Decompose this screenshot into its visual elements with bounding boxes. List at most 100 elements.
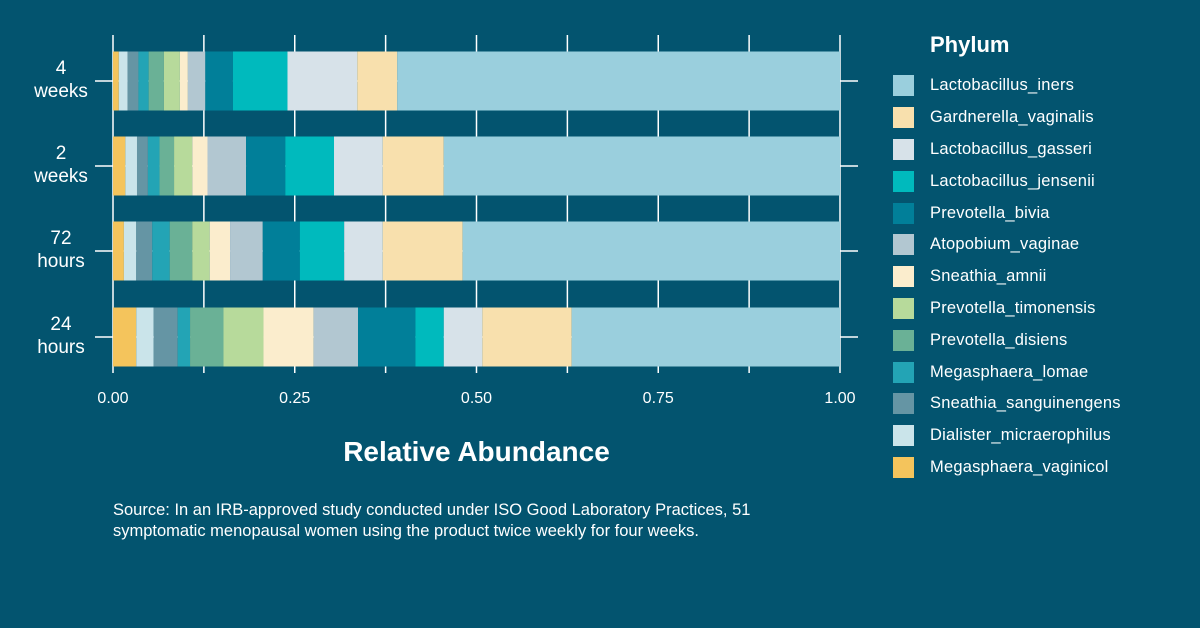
bar-segment-megasphaera-vaginicol [113,221,124,281]
y-tick-label: 72 hours [0,227,122,273]
bar-segment-megasphaera-vaginicol [113,51,119,111]
y-tick-label-line: 24 [50,314,72,335]
bar-segment-lactobacillus-jensenii [299,221,345,281]
bar-segment-atopobium-vaginae [313,307,358,367]
bar-segment-atopobium-vaginae [187,51,206,111]
bar-segment-lactobacillus-iners [443,136,840,196]
legend-item: Dialister_micraerophilus [893,420,1121,452]
bar-segment-sneathia-amnii [192,136,208,196]
bar-segment-megasphaera-lomae [138,51,149,111]
bar-segment-lactobacillus-gasseri [334,136,383,196]
y-tick-label: 4 weeks [0,57,122,103]
bar-segment-prevotella-bivia [357,307,416,367]
source-note: Source: In an IRB-approved study conduct… [113,501,751,540]
legend-item: Lactobacillus_gasseri [893,134,1121,166]
legend-title: Phylum [930,32,1010,57]
x-tick-label: 0.00 [97,390,129,407]
legend-swatch [893,266,914,288]
bar-segment-sneathia-amnii [179,51,188,111]
legend-item: Lactobacillus_jensenii [893,165,1121,197]
bar-segment-lactobacillus-jensenii [232,51,288,111]
legend-item: Gardnerella_vaginalis [893,102,1121,134]
bar-segment-sneathia-sanguinengens [136,221,153,281]
legend-label: Megasphaera_lomae [930,362,1089,381]
legend-swatch [893,202,914,224]
legend-label: Dialister_micraerophilus [930,426,1111,445]
legend-item: Megasphaera_vaginicol [893,452,1121,484]
bar-segment-prevotella-disiens [159,136,175,196]
bar-segment-megasphaera-vaginicol [113,136,126,196]
bar-segment-prevotella-bivia [262,221,300,281]
bar-segment-lactobacillus-iners [462,221,840,281]
legend-swatch [893,297,914,319]
legend-swatch [893,456,914,478]
y-tick-label: 24 hours [0,313,122,359]
y-tick-label-line: 72 [50,228,72,249]
bar-segment-gardnerella-vaginalis [382,221,463,281]
bar-segment-lactobacillus-gasseri [344,221,383,281]
legend-swatch [893,107,914,129]
bar-segment-dialister-micraerophilus [125,136,137,196]
x-tick-label: 0.50 [460,390,493,407]
y-tick-label: 2 weeks [0,142,122,188]
x-axis-title: Relative Abundance [343,436,610,467]
legend-label: Prevotella_timonensis [930,298,1096,317]
legend-label: Lactobacillus_gasseri [930,139,1092,158]
bar-segment-sneathia-sanguinengens [153,307,178,367]
y-tick-label-line: weeks [34,166,88,187]
y-tick-label-line: hours [37,251,85,272]
legend-swatch [893,138,914,160]
bar-segment-lactobacillus-gasseri [287,51,358,111]
bar-segment-gardnerella-vaginalis [482,307,572,367]
bar-segment-sneathia-sanguinengens [136,136,148,196]
legend-swatch [893,361,914,383]
bar-segment-megasphaera-lomae [147,136,160,196]
legend-item: Prevotella_bivia [893,197,1121,229]
bar-segment-gardnerella-vaginalis [357,51,398,111]
legend-swatch [893,170,914,192]
legend-label: Prevotella_disiens [930,330,1068,349]
legend-label: Prevotella_bivia [930,203,1050,222]
bar-segment-megasphaera-vaginicol [113,307,137,367]
bar-segment-lactobacillus-jensenii [415,307,444,367]
bar-segment-prevotella-disiens [169,221,193,281]
y-tick-label-line: 4 [55,58,67,79]
legend-label: Lactobacillus_iners [930,76,1075,95]
bar-segment-lactobacillus-jensenii [285,136,335,196]
bar-segment-prevotella-timonensis [174,136,193,196]
bar-segment-sneathia-amnii [263,307,314,367]
bar-segment-lactobacillus-iners [571,307,840,367]
bar-segment-sneathia-sanguinengens [127,51,139,111]
legend: Phylum Lactobacillus_iners Gardnerella_va… [893,32,1121,483]
legend-label: Megasphaera_vaginicol [930,457,1109,476]
legend-item: Lactobacillus_iners [893,70,1121,102]
bar-segment-dialister-micraerophilus [123,221,137,281]
bar-segment-dialister-micraerophilus [118,51,128,111]
bar-segment-prevotella-disiens [148,51,164,111]
x-tick-label: 0.25 [279,390,311,407]
y-tick-label-line: 2 [55,143,67,164]
legend-swatch [893,329,914,351]
x-tick-label: 1.00 [824,390,856,407]
bar-segment-megasphaera-lomae [177,307,191,367]
legend-swatch [893,425,914,447]
bar-segment-gardnerella-vaginalis [382,136,444,196]
legend-label: Lactobacillus_jensenii [930,171,1095,190]
legend-label: Gardnerella_vaginalis [930,108,1094,127]
bar-segment-lactobacillus-gasseri [443,307,483,367]
bar-segment-prevotella-bivia [246,136,286,196]
bar-segment-lactobacillus-iners [397,51,840,111]
legend-item: Prevotella_timonensis [893,293,1121,325]
legend-swatch [893,75,914,97]
legend-swatch [893,234,914,256]
bar-segment-atopobium-vaginae [207,136,247,196]
legend-item: Atopobium_vaginae [893,229,1121,261]
bar-segment-atopobium-vaginae [230,221,263,281]
y-tick-label-line: hours [37,337,85,358]
bar-segment-prevotella-timonensis [192,221,210,281]
legend-label: Sneathia_amnii [930,267,1047,286]
legend-label: Atopobium_vaginae [930,235,1080,254]
bar-segment-megasphaera-lomae [152,221,170,281]
legend-item: Prevotella_disiens [893,324,1121,356]
